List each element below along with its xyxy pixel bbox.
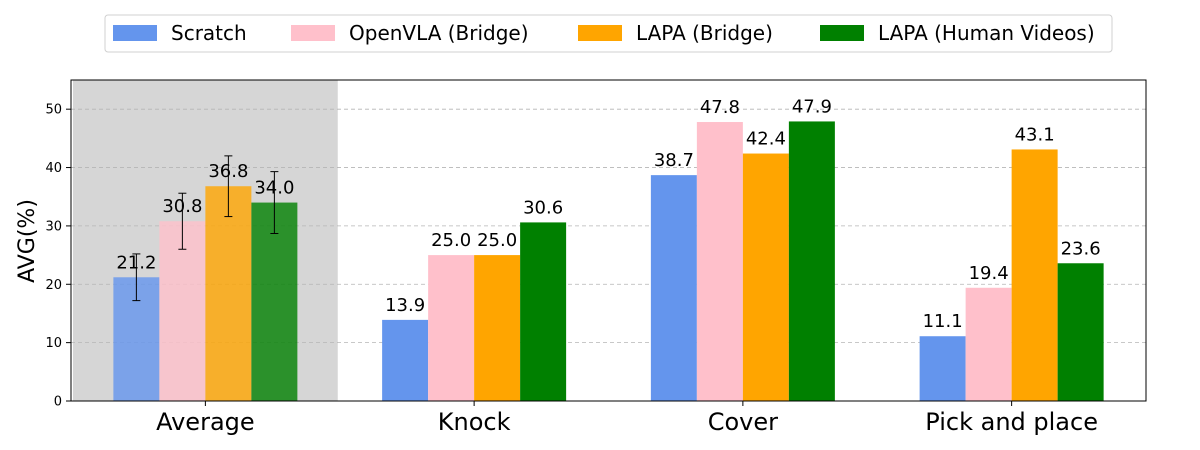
error-bar-scratch [132, 253, 141, 302]
x-tick-label-cover: Cover [708, 408, 778, 436]
value-label-openvla-bridge-average: 30.8 [162, 196, 202, 217]
legend-label: LAPA (Human Videos) [878, 21, 1095, 45]
legend: Scratch OpenVLA (Bridge) LAPA (Bridge) LAPA… [104, 14, 1113, 53]
legend-item-lapa-bridge: LAPA (Bridge) [578, 21, 773, 45]
value-label-scratch-average: 21.2 [116, 252, 156, 273]
value-label-lapa-bridge-pick-and-place: 43.1 [1015, 124, 1055, 145]
x-tick-label-average: Average [156, 408, 255, 436]
legend-swatch [113, 25, 157, 41]
bar-lapa-bridge-average [205, 186, 252, 401]
y-axis-label: AVG(%) [15, 199, 40, 283]
legend-label: Scratch [171, 21, 247, 45]
error-bar-lapa-bridge [224, 155, 233, 218]
y-tick-label: 20 [45, 278, 62, 293]
value-label-lapa-bridge-knock: 25.0 [477, 230, 517, 251]
bars [113, 121, 1104, 402]
legend-swatch [291, 25, 335, 41]
bar-lapa-bridge-pick-and-place [1011, 149, 1058, 401]
error-bar-openvla-bridge [178, 192, 187, 250]
bar-lapa-human-videos-average [251, 202, 298, 401]
x-tick-label-knock: Knock [438, 408, 511, 436]
legend-label: LAPA (Bridge) [636, 21, 773, 45]
legend-item-lapa-human-videos: LAPA (Human Videos) [820, 21, 1095, 45]
legend-swatch [578, 25, 622, 41]
value-label-openvla-bridge-pick-and-place: 19.4 [969, 263, 1009, 284]
error-bar-lapa-human-videos [270, 171, 279, 234]
bar-scratch-knock [382, 319, 429, 401]
value-label-lapa-human-videos-cover: 47.9 [792, 96, 832, 117]
bar-lapa-bridge-cover [742, 153, 789, 401]
bar-openvla-bridge-pick-and-place [965, 287, 1012, 401]
y-axis: 0 10 20 30 40 50 [45, 103, 71, 410]
y-tick-label: 0 [54, 395, 62, 410]
bar-labels: 21.2 30.8 36.8 34.0 13.9 25.0 25.0 30.6 38.7 47.8… [116, 96, 1100, 332]
bar-lapa-bridge-knock [474, 255, 521, 401]
y-tick-label: 40 [45, 161, 62, 176]
value-label-scratch-cover: 38.7 [654, 150, 694, 171]
bar-openvla-bridge-average [159, 221, 206, 401]
legend-item-openvla-bridge: OpenVLA (Bridge) [291, 21, 529, 45]
bar-openvla-bridge-cover [696, 122, 743, 401]
legend-label: OpenVLA (Bridge) [349, 21, 529, 45]
bar-scratch-cover [650, 175, 697, 401]
y-tick-label: 30 [45, 219, 62, 234]
value-label-openvla-bridge-cover: 47.8 [700, 97, 740, 118]
bar-scratch-pick-and-place [919, 336, 966, 401]
value-label-scratch-pick-and-place: 11.1 [923, 311, 963, 332]
x-tick-label-pick-and-place: Pick and place [925, 408, 1098, 436]
legend-swatch [820, 25, 864, 41]
value-label-lapa-bridge-cover: 42.4 [746, 129, 786, 150]
legend-item-scratch: Scratch [113, 21, 247, 45]
value-label-lapa-human-videos-average: 34.0 [254, 178, 294, 199]
error-bars [132, 155, 279, 302]
bar-lapa-human-videos-cover [788, 121, 835, 402]
plot-frame [70, 79, 1147, 402]
x-axis: Average Knock Cover Pick and place [156, 401, 1098, 436]
value-label-lapa-bridge-average: 36.8 [208, 161, 248, 182]
value-label-scratch-knock: 13.9 [385, 295, 425, 316]
value-label-openvla-bridge-knock: 25.0 [431, 230, 471, 251]
bar-lapa-human-videos-knock [520, 222, 567, 401]
y-tick-label: 50 [45, 103, 62, 118]
bar-openvla-bridge-knock [428, 255, 475, 401]
value-label-lapa-human-videos-pick-and-place: 23.6 [1061, 238, 1101, 259]
value-label-lapa-human-videos-knock: 30.6 [523, 197, 563, 218]
bar-lapa-human-videos-pick-and-place [1057, 263, 1104, 401]
y-tick-label: 10 [45, 336, 62, 351]
